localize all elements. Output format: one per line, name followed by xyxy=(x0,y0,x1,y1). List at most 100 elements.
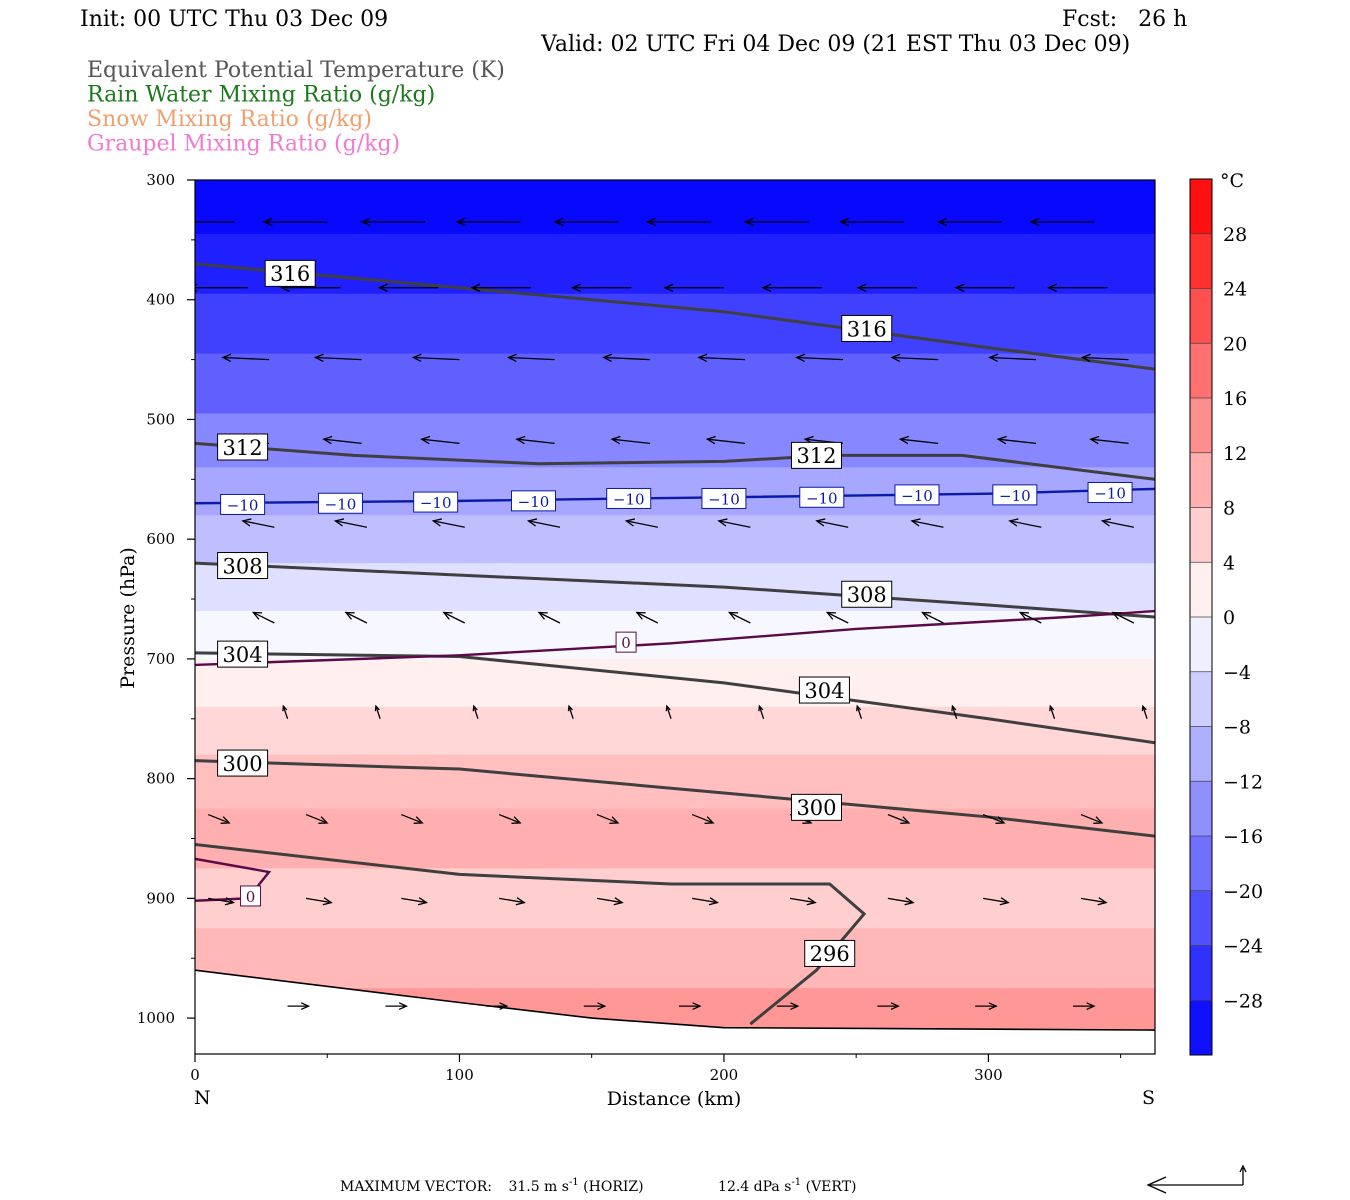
wind-vector xyxy=(1080,353,1129,363)
x-end-label-right: S xyxy=(1142,1087,1155,1109)
colorbar-tick-label: −28 xyxy=(1223,990,1263,1012)
svg-text:−10: −10 xyxy=(420,494,452,512)
wind-vector xyxy=(988,353,1037,363)
plot-frame xyxy=(194,179,1156,1055)
wind-vector xyxy=(825,611,849,624)
wind-vector xyxy=(207,813,231,824)
contour-label: 312 xyxy=(217,433,269,461)
contour-label: −10 xyxy=(1087,481,1133,503)
temperature-band xyxy=(195,928,1155,989)
wind-vector xyxy=(951,704,958,719)
wind-vector xyxy=(221,353,270,363)
temperature-band xyxy=(195,868,1155,929)
wind-vector xyxy=(1100,518,1134,528)
svg-text:−10: −10 xyxy=(708,490,740,508)
temperature-band xyxy=(195,515,1155,564)
wind-vector xyxy=(570,283,632,292)
wind-vector xyxy=(776,1002,800,1011)
wind-vector xyxy=(596,813,620,824)
colorbar-tick-label: −24 xyxy=(1223,936,1263,958)
contour-label: 300 xyxy=(790,793,842,821)
wind-vector xyxy=(789,897,817,906)
wind-vector xyxy=(208,897,235,906)
y-tick-label: 900 xyxy=(146,889,175,907)
wind-vector xyxy=(856,704,863,719)
colorbar-tick-label: −8 xyxy=(1223,717,1251,739)
svg-text:316: 316 xyxy=(270,262,310,286)
wind-vector xyxy=(305,897,333,906)
wind-vector xyxy=(420,435,460,445)
legend-entry: Equivalent Potential Temperature (K) xyxy=(87,58,505,83)
wind-vector xyxy=(692,897,719,906)
colorbar-tick-label: −4 xyxy=(1223,662,1251,684)
svg-text:−10: −10 xyxy=(325,495,357,513)
below-ground-mask xyxy=(195,969,1155,1054)
wind-vector xyxy=(374,704,381,719)
wind-vector xyxy=(498,813,522,824)
colorbar-swatch xyxy=(1190,452,1212,508)
wind-vector xyxy=(553,217,619,227)
contour-label: 312 xyxy=(790,441,842,469)
svg-text:0: 0 xyxy=(246,888,256,906)
svg-text:308: 308 xyxy=(223,554,263,578)
wind-vector xyxy=(322,435,362,445)
wind-vector xyxy=(1141,704,1148,719)
y-tick-label: 400 xyxy=(146,291,175,309)
contour-label: −10 xyxy=(701,487,747,509)
wind-vector xyxy=(877,1002,900,1011)
theta-e-contour xyxy=(195,561,1155,619)
y-tick-label: 500 xyxy=(146,410,175,428)
wind-vector xyxy=(1018,611,1042,624)
svg-text:−10: −10 xyxy=(999,487,1031,505)
svg-text:296: 296 xyxy=(810,942,850,966)
svg-text:308: 308 xyxy=(847,583,887,607)
wind-vector xyxy=(195,221,235,223)
wind-vector xyxy=(898,435,939,445)
temperature-shading xyxy=(195,180,1155,1054)
wind-vector xyxy=(727,611,751,624)
wind-vector xyxy=(305,813,329,824)
wind-vector xyxy=(596,897,624,906)
colorbar-tick-label: 28 xyxy=(1223,224,1247,246)
contour-label: 300 xyxy=(217,749,269,777)
wind-vector xyxy=(1047,283,1108,292)
wind-vector xyxy=(910,518,944,528)
temperature-band xyxy=(195,754,1155,810)
theta-e-contour xyxy=(195,651,1155,745)
wind-vector xyxy=(890,353,939,363)
colorbar-tick-label: −20 xyxy=(1223,881,1263,903)
wind-vector xyxy=(526,518,561,528)
colorbar-swatch xyxy=(1190,890,1212,946)
svg-text:−10: −10 xyxy=(613,490,645,508)
svg-text:0: 0 xyxy=(621,634,631,652)
x-tick-label: 100 xyxy=(445,1066,474,1084)
max-vector-vert-exp: -1 xyxy=(791,1177,801,1188)
legend-entry: Graupel Mixing Ratio (g/kg) xyxy=(87,132,400,157)
wind-vector xyxy=(982,813,1006,824)
y-tick-label: 300 xyxy=(146,171,175,189)
colorbar-swatch xyxy=(1190,288,1212,344)
temperature-contour xyxy=(195,857,272,902)
temperature-band xyxy=(195,233,1155,295)
max-vector-footer: MAXIMUM VECTOR: 31.5 m s-1 (HORIZ) 12.4 … xyxy=(340,1177,857,1195)
theta-e-contour xyxy=(195,759,1155,838)
contour-label: 316 xyxy=(264,259,316,287)
x-tick-label: 300 xyxy=(974,1066,1003,1084)
y-tick-label: 1000 xyxy=(137,1009,175,1027)
temperature-contour xyxy=(195,609,1155,667)
wind-vector xyxy=(385,1002,408,1011)
x-axis: 0 100 200 300 xyxy=(190,1054,1122,1084)
contour-label: −10 xyxy=(220,493,266,515)
wind-vector xyxy=(697,353,746,363)
y-tick-label: 800 xyxy=(146,770,175,788)
colorbar-swatch xyxy=(1190,781,1212,837)
wind-vector xyxy=(839,217,904,227)
y-tick-label: 600 xyxy=(146,530,175,548)
wind-vector xyxy=(1073,1002,1096,1011)
wind-vector xyxy=(470,283,531,292)
wind-vector xyxy=(1089,435,1129,445)
wind-vector xyxy=(567,704,574,719)
wind-vector xyxy=(401,813,424,824)
contour-label: −10 xyxy=(317,492,363,514)
